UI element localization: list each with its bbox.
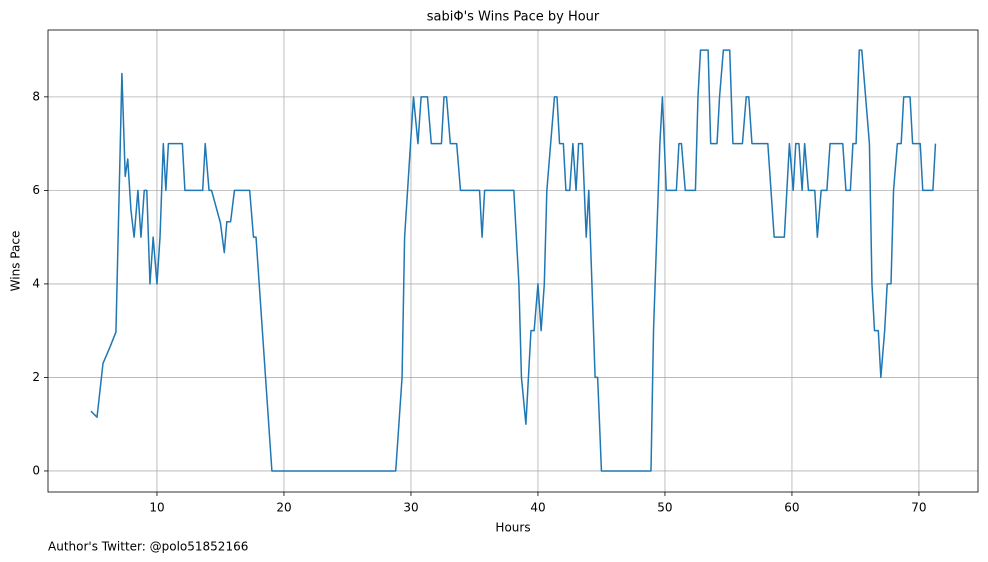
- line: [90, 49, 937, 472]
- x-tick-label: 20: [276, 501, 291, 515]
- chart-title: sabiΦ's Wins Pace by Hour: [427, 10, 600, 25]
- y-tick-label: 2: [32, 370, 40, 384]
- plot-frame: [47, 29, 979, 493]
- x-tick-label: 30: [403, 501, 418, 515]
- x-tick-label: 60: [784, 501, 799, 515]
- x-axis-label: Hours: [495, 521, 530, 535]
- y-tick-label: 4: [32, 276, 40, 290]
- x-tick-label: 40: [530, 501, 545, 515]
- y-tick-label: 0: [32, 463, 40, 477]
- x-tick-label: 70: [911, 501, 926, 515]
- x-tick-label: 10: [149, 501, 164, 515]
- y-tick-label: 8: [32, 89, 40, 103]
- x-tick-label: 50: [657, 501, 672, 515]
- y-axis-label: Wins Pace: [9, 231, 23, 292]
- y-tick-label: 6: [32, 183, 40, 197]
- footer: Author's Twitter: @polo51852166: [48, 540, 248, 554]
